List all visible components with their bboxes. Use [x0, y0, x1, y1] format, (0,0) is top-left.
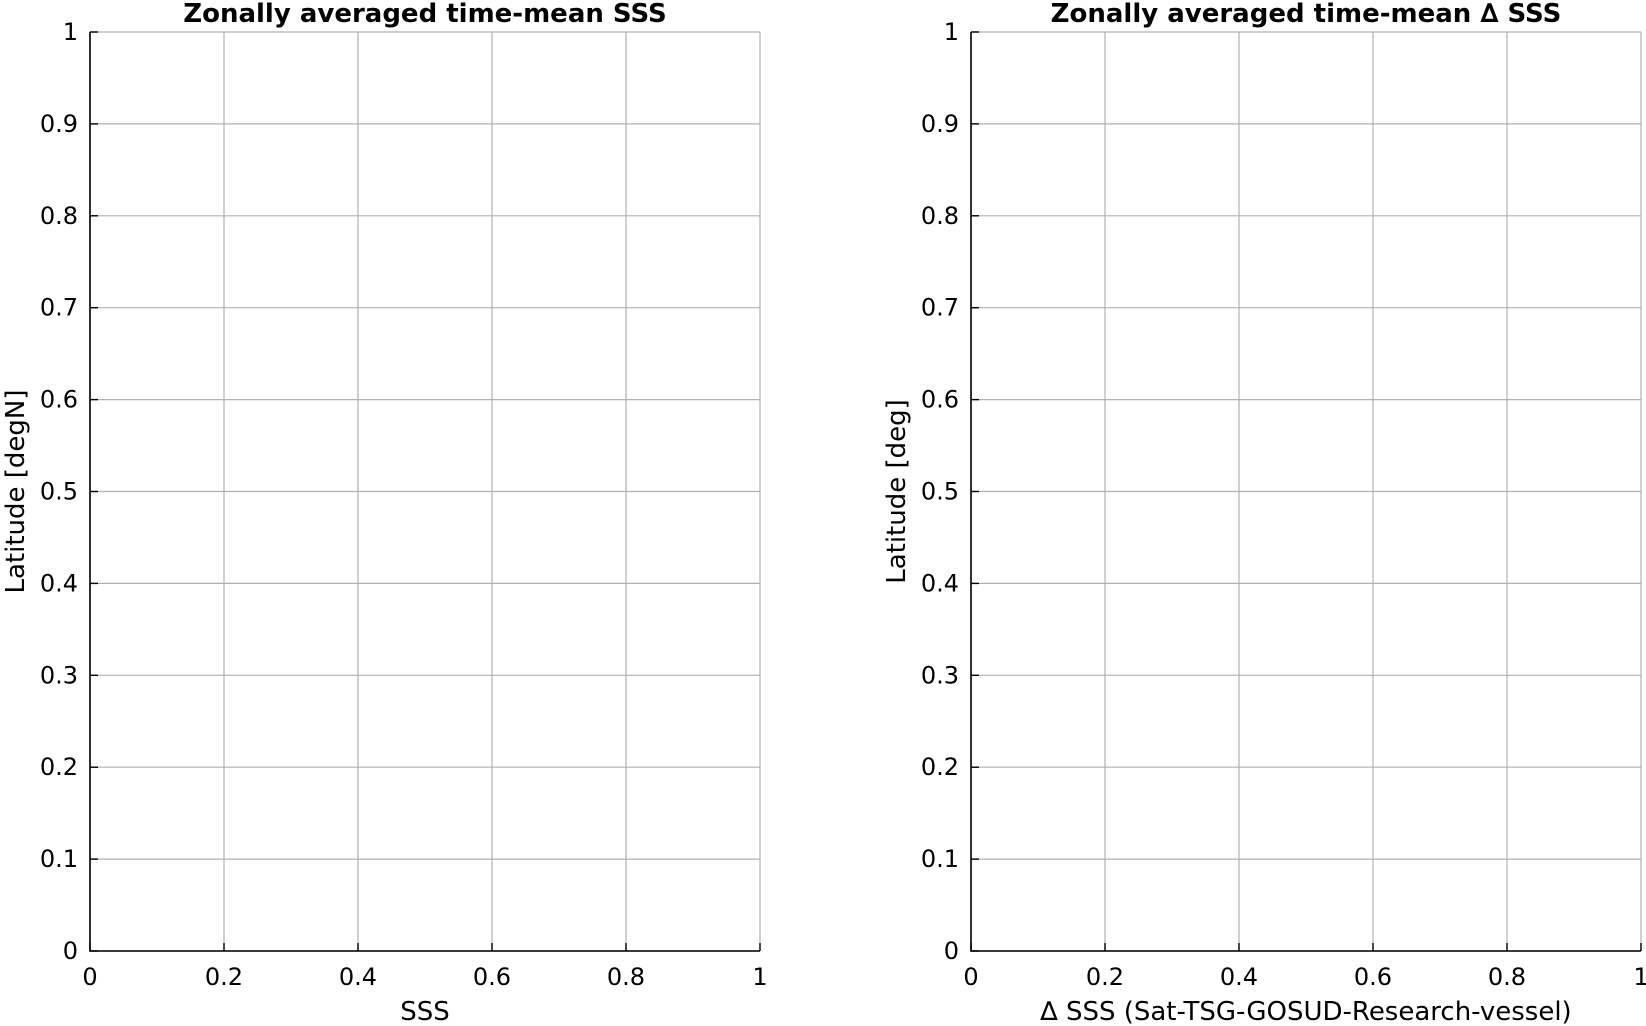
left-x-tick-label-2: 0.4: [339, 963, 377, 991]
left-x-tick-label-4: 0.8: [607, 963, 645, 991]
left-y-axis-label: Latitude [degN]: [1, 389, 31, 593]
left-y-tick-label-7: 0.7: [40, 294, 78, 322]
left-chart-title: Zonally averaged time-mean SSS: [183, 0, 667, 29]
right-y-tick-label-4: 0.4: [921, 569, 959, 597]
left-x-axis-label: SSS: [400, 997, 450, 1026]
left-y-tick-label-10: 1: [63, 18, 78, 46]
right-y-tick-label-0: 0: [944, 937, 959, 965]
right-y-axis-label: Latitude [deg]: [882, 399, 912, 584]
left-y-tick-label-9: 0.9: [40, 110, 78, 138]
right-x-tick-label-2: 0.4: [1220, 963, 1258, 991]
right-x-tick-label-5: 1: [1633, 963, 1646, 991]
left-y-tick-label-8: 0.8: [40, 202, 78, 230]
left-y-tick-label-0: 0: [63, 937, 78, 965]
right-x-axis-label: ∆ SSS (Sat-TSG-GOSUD-Research-vessel): [1039, 997, 1571, 1026]
right-panel: 0 0.2 0.4 0.6 0.8 1 0 0.1 0.2 0.3 0.4 0.5 0.6 0.7 0.8 0…: [882, 0, 1646, 1026]
right-y-tick-label-8: 0.8: [921, 202, 959, 230]
right-y-tick-label-10: 1: [944, 18, 959, 46]
left-y-tick-label-2: 0.2: [40, 753, 78, 781]
right-x-tick-label-4: 0.8: [1488, 963, 1526, 991]
right-y-tick-label-5: 0.5: [921, 478, 959, 506]
left-x-tick-label-1: 0.2: [205, 963, 243, 991]
right-y-tick-label-1: 0.1: [921, 845, 959, 873]
left-y-tick-label-4: 0.4: [40, 569, 78, 597]
right-chart-title: Zonally averaged time-mean ∆ SSS: [1051, 0, 1562, 29]
left-y-tick-label-5: 0.5: [40, 478, 78, 506]
left-x-tick-label-5: 1: [752, 963, 767, 991]
right-y-tick-label-9: 0.9: [921, 110, 959, 138]
left-y-tick-label-6: 0.6: [40, 386, 78, 414]
right-y-tick-label-7: 0.7: [921, 294, 959, 322]
right-y-tick-label-2: 0.2: [921, 753, 959, 781]
left-y-tick-label-3: 0.3: [40, 661, 78, 689]
right-y-tick-label-3: 0.3: [921, 661, 959, 689]
right-y-tick-label-6: 0.6: [921, 386, 959, 414]
right-x-tick-label-3: 0.6: [1354, 963, 1392, 991]
right-x-tick-label-1: 0.2: [1086, 963, 1124, 991]
left-panel: 0 0.2 0.4 0.6 0.8 1 0 0.1 0.2 0.3 0.4 0.5 0.6 0.7 0.8 0…: [1, 0, 768, 1026]
left-y-tick-label-1: 0.1: [40, 845, 78, 873]
right-x-tick-label-0: 0: [963, 963, 978, 991]
left-x-tick-label-0: 0: [82, 963, 97, 991]
left-x-tick-label-3: 0.6: [473, 963, 511, 991]
